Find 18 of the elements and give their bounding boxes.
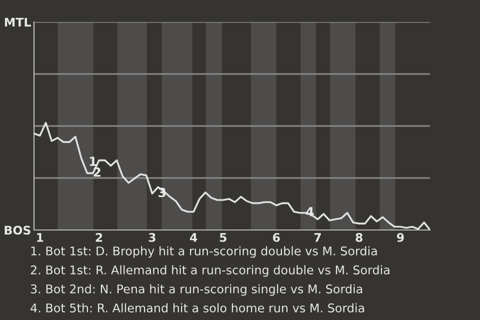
annotation: 2 [94,167,100,177]
x-tick-label: 1 [37,233,44,242]
x-tick-label: 5 [220,233,226,242]
text: 1. Bot 1st: D. Brophy hit a run-scoring double vs M. Sordia [31,246,377,258]
x-tick-label: 4 [190,233,198,242]
x-tick-label: 7 [314,233,321,242]
annotation: 3 [158,188,166,198]
x-tick-label: 6 [272,232,280,242]
x-tick-label: 3 [148,232,156,242]
text: 4. Bot 5th: R. Allemand hit a solo home run vs M. Sordia [30,303,364,312]
annotation: 1 [90,156,96,166]
text: 3. Bot 2nd: N. Pena hit a run-scoring single vs M. Sordia [30,284,362,296]
x-tick-label: 2 [96,232,102,242]
category-label: MTL [4,18,31,26]
x-tick-label: 8 [356,232,362,242]
text: 2. Bot 1st: R. Allemand hit a run-scoring double vs M. Sordia [30,265,390,277]
x-tick-label: 9 [396,232,404,242]
category-label: BOS [4,226,30,235]
